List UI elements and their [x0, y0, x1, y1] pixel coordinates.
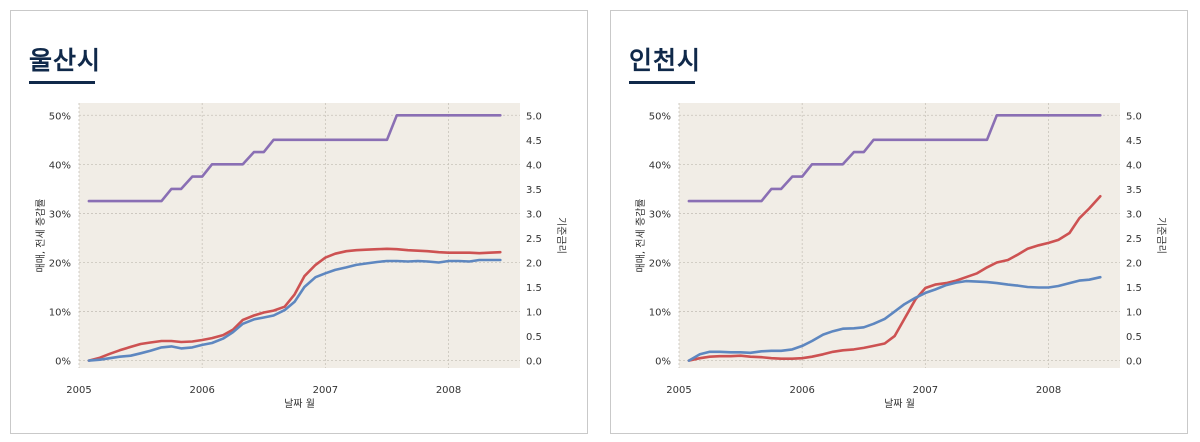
y-tick-label: 10%: [49, 308, 71, 319]
base-rate-line: [687, 114, 1102, 203]
title-underline: [29, 81, 95, 84]
jeonse-line: [87, 258, 502, 362]
y-tick-label: 20%: [649, 258, 671, 269]
y-tick-label: 50%: [49, 111, 71, 122]
plot-area: [79, 103, 520, 368]
y2-tick-label: 2.5: [526, 234, 542, 245]
jeonse-line: [687, 275, 1102, 362]
panel-title: 울산시: [29, 46, 102, 75]
sales-price-line: [687, 194, 1102, 362]
y2-axis-label: 기준금리: [1155, 217, 1167, 254]
y2-tick-label: 4.5: [526, 136, 542, 147]
y2-tick-label: 3.5: [526, 185, 542, 196]
plot-area: [679, 103, 1120, 368]
y2-axis-label: 기준금리: [555, 217, 567, 254]
x-tick-label: 2007: [313, 385, 338, 396]
y2-tick-label: 5.0: [1126, 111, 1142, 122]
y-tick-label: 40%: [49, 160, 71, 171]
y-tick-label: 0%: [655, 357, 671, 368]
y2-tick-label: 2.5: [1126, 234, 1142, 245]
y2-tick-label: 2.0: [1126, 258, 1142, 269]
y2-tick-label: 1.0: [1126, 308, 1142, 319]
y-tick-label: 10%: [649, 308, 671, 319]
x-tick-label: 2006: [189, 385, 214, 396]
x-tick-label: 2008: [436, 385, 461, 396]
y2-tick-label: 3.0: [526, 209, 542, 220]
panel-incheon: 인천시 0% 10% 20% 30% 40% 50% 0.0 0.5 1.0 1.5 2.0 2.5 3…: [610, 10, 1188, 434]
y2-tick-label: 1.5: [526, 283, 542, 294]
y-axis-label: 매매, 전세 증감률: [635, 199, 647, 273]
y-tick-label: 0%: [55, 357, 71, 368]
x-tick-label: 2005: [666, 385, 691, 396]
chart-ulsan: 0% 10% 20% 30% 40% 50% 0.0 0.5 1.0 1.5 2.0 2.5 3.0 3.…: [35, 103, 567, 410]
x-tick-label: 2006: [789, 385, 814, 396]
y2-tick-label: 4.0: [526, 160, 542, 171]
y2-tick-label: 3.5: [1126, 185, 1142, 196]
y-tick-label: 20%: [49, 258, 71, 269]
y2-tick-label: 2.0: [526, 258, 542, 269]
y2-tick-label: 3.0: [1126, 209, 1142, 220]
y-tick-label: 30%: [649, 209, 671, 220]
x-tick-label: 2005: [66, 385, 91, 396]
y2-tick-label: 1.5: [1126, 283, 1142, 294]
y-tick-label: 30%: [49, 209, 71, 220]
y-tick-label: 40%: [649, 160, 671, 171]
x-tick-label: 2008: [1036, 385, 1061, 396]
chart-incheon: 0% 10% 20% 30% 40% 50% 0.0 0.5 1.0 1.5 2.0 2.5 3.0 3.…: [635, 103, 1167, 410]
title-underline: [629, 81, 695, 84]
y2-tick-label: 1.0: [526, 308, 542, 319]
x-axis-label: 날짜 월: [284, 398, 315, 410]
y2-tick-label: 0.0: [526, 357, 542, 368]
base-rate-line: [87, 114, 502, 203]
y-axis-label: 매매, 전세 증감률: [35, 199, 47, 273]
panel-title: 인천시: [629, 46, 702, 75]
y2-tick-label: 0.5: [526, 332, 542, 343]
y2-tick-label: 0.5: [1126, 332, 1142, 343]
x-axis-label: 날짜 월: [884, 398, 915, 410]
y2-tick-label: 0.0: [1126, 357, 1142, 368]
x-tick-label: 2007: [913, 385, 938, 396]
y-tick-label: 50%: [649, 111, 671, 122]
panel-ulsan: 울산시 0% 10% 20% 30% 40% 50% 0.0 0.5 1.0 1.5 2.0 2.5 3…: [10, 10, 588, 434]
y2-tick-label: 5.0: [526, 111, 542, 122]
y2-tick-label: 4.0: [1126, 160, 1142, 171]
y2-tick-label: 4.5: [1126, 136, 1142, 147]
sales-price-line: [87, 247, 502, 362]
